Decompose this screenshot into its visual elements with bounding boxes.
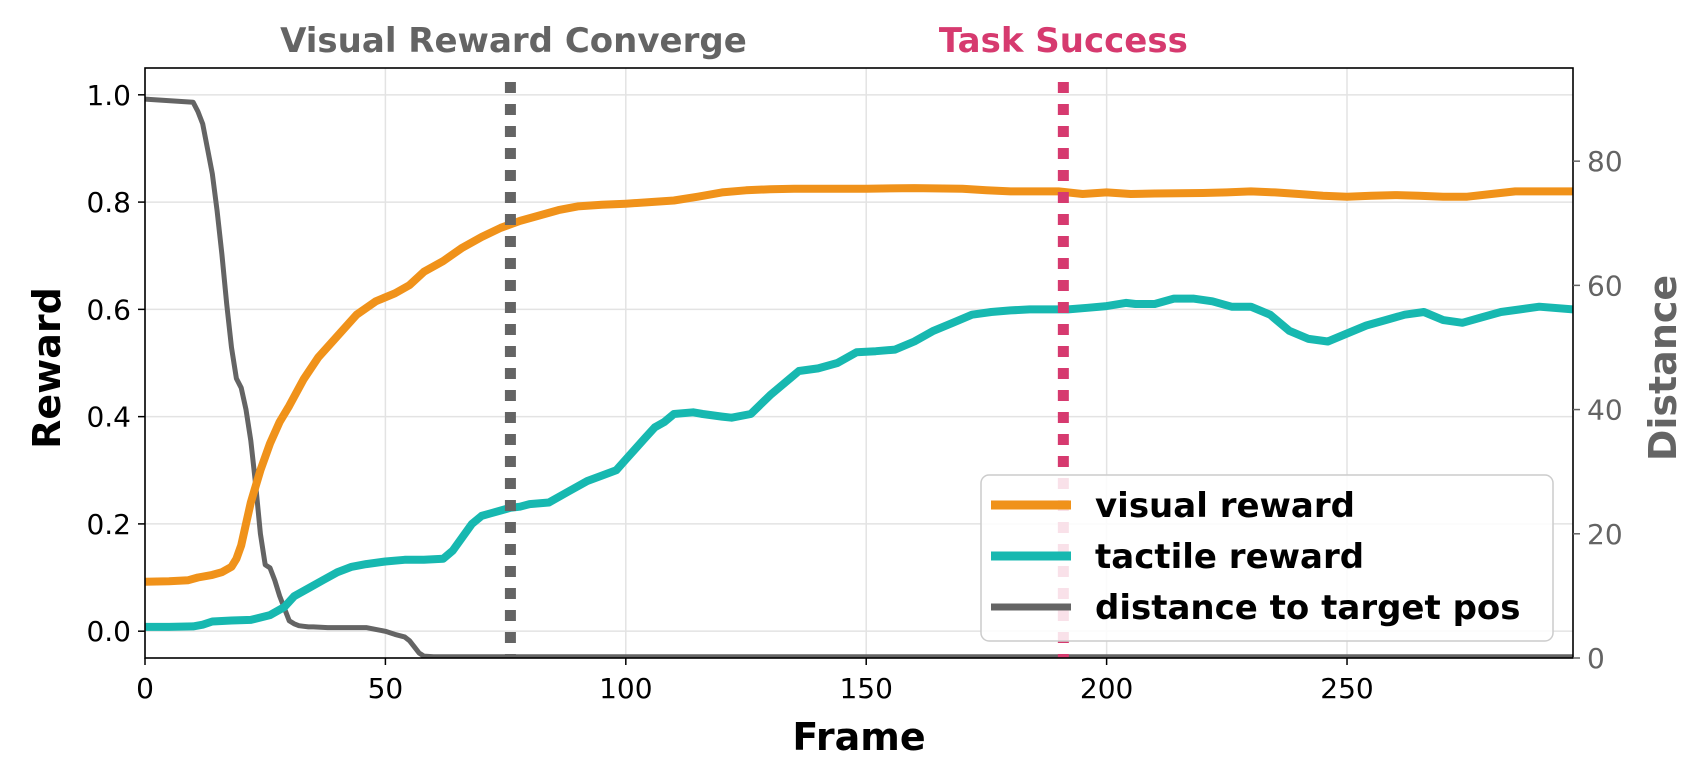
x-tick-label: 0 bbox=[136, 672, 154, 705]
x-axis-title: Frame bbox=[792, 715, 925, 759]
y-tick-label: 0.6 bbox=[86, 293, 131, 326]
y2-tick-label: 40 bbox=[1587, 394, 1623, 427]
legend-label: distance to target pos bbox=[1095, 588, 1521, 628]
x-tick-label: 50 bbox=[368, 672, 404, 705]
series-layer bbox=[145, 96, 1573, 658]
legend-label: tactile reward bbox=[1095, 537, 1364, 577]
y2-tick-label: 80 bbox=[1587, 145, 1623, 178]
y-tick-label: 0.2 bbox=[86, 508, 131, 541]
y2-tick-label: 60 bbox=[1587, 269, 1623, 302]
y-tick-label: 0.8 bbox=[86, 186, 131, 219]
y2-tick-label: 0 bbox=[1587, 642, 1605, 675]
y-tick-label: 1.0 bbox=[86, 79, 131, 112]
y-axis-title: Reward bbox=[25, 287, 69, 449]
x-tick-label: 250 bbox=[1320, 672, 1373, 705]
event-layer: Visual Reward Converge Task Success bbox=[280, 21, 1188, 658]
event-label-converge: Visual Reward Converge bbox=[280, 21, 747, 61]
legend: visual reward tactile reward distance to t… bbox=[980, 474, 1554, 642]
event-label-success: Task Success bbox=[939, 21, 1188, 61]
legend-label: visual reward bbox=[1095, 486, 1355, 526]
x-tick-label: 150 bbox=[839, 672, 892, 705]
plot-frame bbox=[144, 67, 1574, 659]
y-tick-label: 0.0 bbox=[86, 615, 131, 648]
series-line-visual-reward bbox=[145, 184, 1573, 586]
x-tick-label: 100 bbox=[599, 672, 652, 705]
x-tick-label: 200 bbox=[1080, 672, 1133, 705]
y2-axis-title: Distance bbox=[1641, 275, 1685, 461]
y2-tick-label: 20 bbox=[1587, 518, 1623, 551]
y-tick-label: 0.4 bbox=[86, 401, 131, 434]
series-line-distance-to-target-pos bbox=[145, 96, 1573, 658]
axis-layer: 0 50 100 150 200 250 0.0 0.2 0.4 0.6 0.8 1.0 0 20 40 60… bbox=[86, 79, 1622, 705]
series-line-tactile-reward bbox=[145, 294, 1573, 631]
legend-box bbox=[980, 474, 1554, 642]
